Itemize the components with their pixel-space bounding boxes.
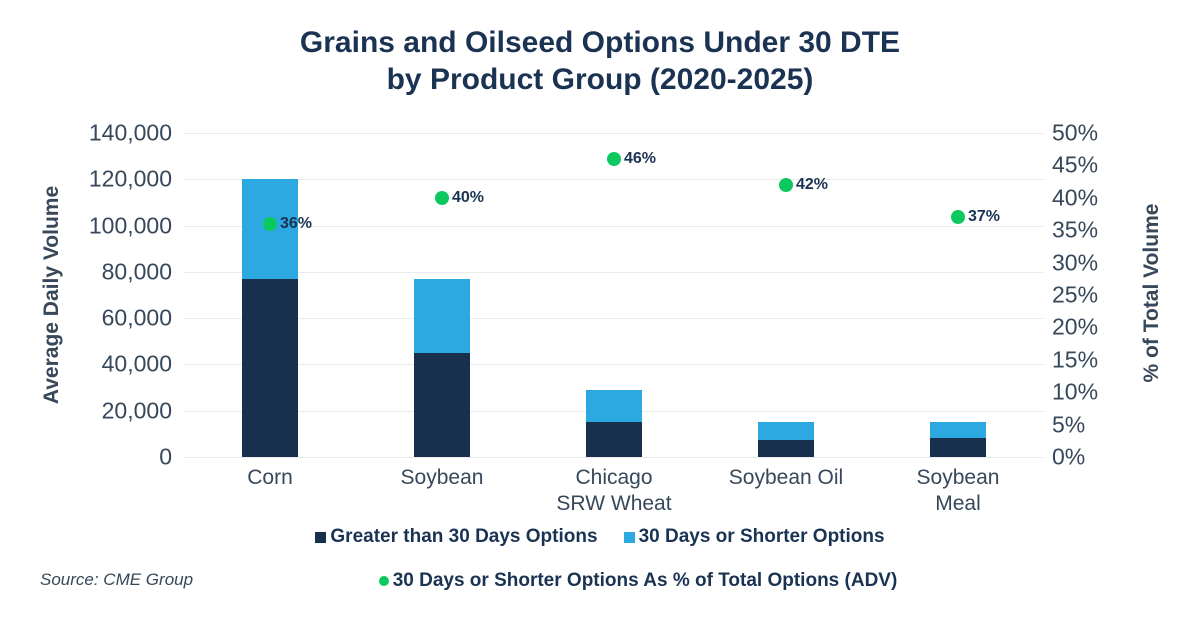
left-axis-tick: 140,000 [88,119,172,146]
legend-label-percentage: 30 Days or Shorter Options As % of Total… [392,570,898,591]
bar-segment-greater-30 [586,422,642,457]
right-axis-tick: 45% [1052,151,1099,178]
pct-dot [435,190,449,205]
pct-dot [951,210,965,225]
chart-title-line2: by Product Group (2020-2025) [386,63,814,96]
left-axis-tick: 80,000 [101,258,172,285]
gridline [184,225,1044,227]
right-axis-tick: 40% [1052,184,1099,211]
bar-segment-shorter-30 [586,389,642,423]
gridline [184,457,1044,458]
right-axis-tick: 5% [1052,411,1086,438]
gridline [184,133,1044,134]
navy-square-icon [315,531,327,543]
gridline [184,364,1044,366]
right-axis-tick: 35% [1052,216,1099,243]
pct-dot [607,151,621,166]
left-axis-tick: 100,000 [88,212,172,239]
bar-segment-greater-30 [758,439,814,457]
pct-dot-label: 40% [452,188,485,206]
left-axis-tick: 120,000 [88,165,172,192]
legend-item-greater-30: Greater than 30 Days Options [315,526,598,548]
gridline [184,318,1044,320]
bar-segment-greater-30 [242,278,298,457]
legend-item-shorter-30: 30 Days or Shorter Options [623,526,885,548]
source-note: Source: CME Group [40,570,194,589]
category-label: Soybean [400,466,484,489]
bar-segment-shorter-30 [930,422,986,439]
right-axis-tick: 0% [1052,443,1086,470]
pct-dot-label: 37% [968,208,1001,226]
category-label: Chicago SRW Wheat [556,466,672,515]
left-axis-tick: 20,000 [101,397,172,424]
legend-item-percentage: 30 Days or Shorter Options As % of Total… [378,570,898,592]
blue-square-icon [623,531,635,543]
chart-title: Grains and Oilseed Options Under 30 DTE … [0,24,1200,98]
bar-segment-greater-30 [930,438,986,457]
right-axis-tick: 25% [1052,281,1099,308]
gridline [184,179,1044,181]
bar-segment-shorter-30 [414,278,470,353]
pct-dot-label: 36% [280,214,313,232]
category-label: Soybean Oil [728,466,844,489]
pct-dot [263,216,277,231]
legend-row-percentage: 30 Days or Shorter Options As % of Total… [38,570,1200,592]
pct-dot-label: 42% [796,175,829,193]
right-axis-tick: 50% [1052,119,1099,146]
category-label: Corn [247,466,293,489]
pct-dot-label: 46% [624,149,657,167]
pct-dot [779,177,793,192]
chart-title-line1: Grains and Oilseed Options Under 30 DTE [299,26,901,59]
gridline [184,271,1044,273]
legend-label-greater-30: Greater than 30 Days Options [330,526,598,547]
right-axis-tick: 30% [1052,249,1099,276]
legend-label-shorter-30: 30 Days or Shorter Options [638,526,885,547]
bar-segment-greater-30 [414,352,470,457]
left-axis-tick: 40,000 [101,350,172,377]
legend-row-bars: Greater than 30 Days Options 30 Days or … [0,526,1200,548]
category-label: Soybean Meal [916,466,1000,515]
left-axis-tick: 60,000 [101,304,172,331]
bar-segment-shorter-30 [758,422,814,440]
right-axis-tick: 10% [1052,378,1099,405]
right-axis-tick: 15% [1052,346,1099,373]
right-axis-tick: 20% [1052,313,1099,340]
green-dot-icon [378,576,389,586]
right-axis-title: % of Total Volume [1140,203,1163,383]
left-axis-tick: 0 [159,443,172,470]
